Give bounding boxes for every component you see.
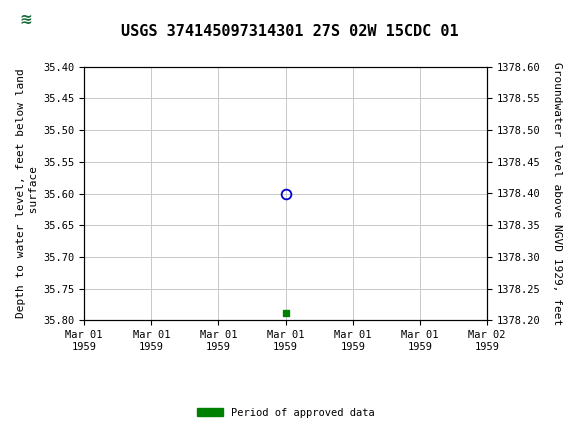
Legend: Period of approved data: Period of approved data xyxy=(193,403,379,422)
Text: ≋: ≋ xyxy=(20,12,32,27)
Y-axis label: Depth to water level, feet below land
 surface: Depth to water level, feet below land su… xyxy=(16,69,39,318)
Y-axis label: Groundwater level above NGVD 1929, feet: Groundwater level above NGVD 1929, feet xyxy=(552,62,562,325)
Text: USGS 374145097314301 27S 02W 15CDC 01: USGS 374145097314301 27S 02W 15CDC 01 xyxy=(121,24,459,39)
Text: USGS: USGS xyxy=(82,10,142,29)
Bar xyxy=(7,3,77,37)
